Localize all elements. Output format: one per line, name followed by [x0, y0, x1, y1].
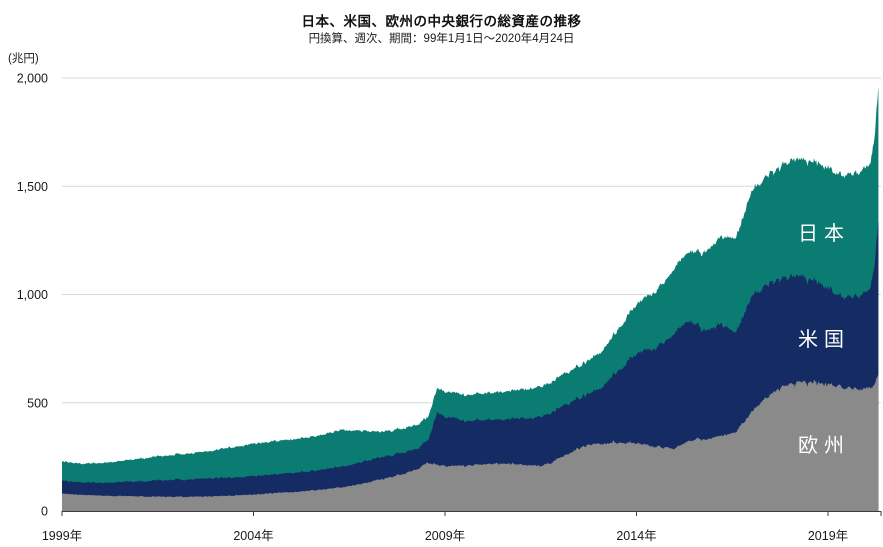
- y-axis-unit-label: (兆円): [8, 53, 39, 65]
- area-europe: [62, 374, 879, 511]
- x-tick-label: 1999年: [42, 529, 82, 543]
- area-us: [62, 221, 879, 512]
- series-label-europe: 欧州: [798, 434, 850, 457]
- y-tick-label: 2,000: [17, 72, 48, 86]
- x-tick-label: 2004年: [233, 529, 273, 543]
- x-tick-label: 2009年: [425, 529, 465, 543]
- chart-title: 日本、米国、欧州の中央銀行の総資産の推移: [301, 14, 582, 29]
- y-tick-label: 500: [27, 396, 48, 410]
- y-tick-label: 1,500: [17, 180, 48, 194]
- chart-subtitle: 円換算、週次、期間：99年1月1日～2020年4月24日: [308, 33, 575, 45]
- x-tick-label: 2014年: [616, 529, 656, 543]
- x-tick-label: 2019年: [808, 529, 848, 543]
- y-tick-label: 1,000: [17, 288, 48, 302]
- series-label-japan: 日本: [798, 222, 850, 245]
- y-tick-label: 0: [41, 505, 48, 519]
- series-label-us: 米国: [798, 328, 850, 351]
